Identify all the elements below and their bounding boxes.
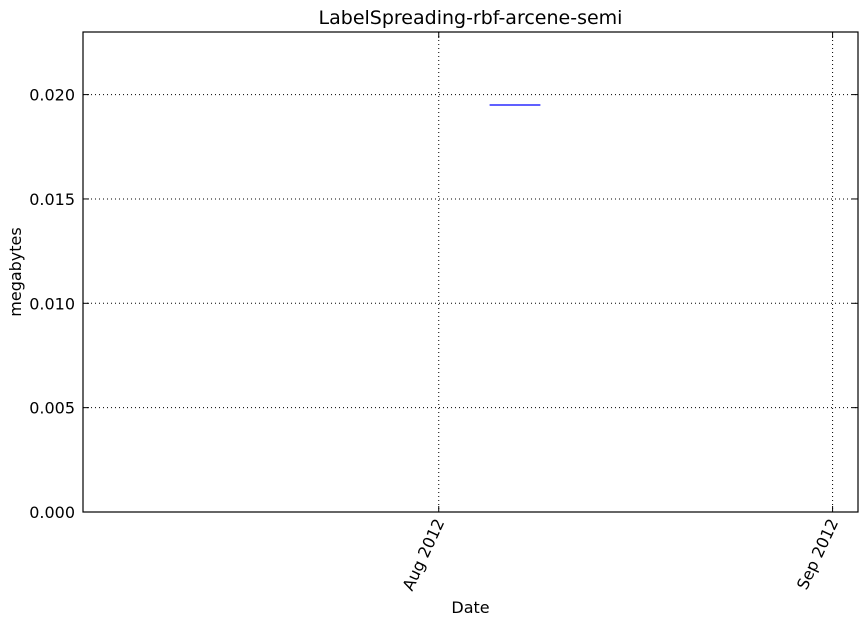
grid-lines: [83, 32, 858, 512]
y-axis-label: megabytes: [6, 227, 25, 316]
chart-title: LabelSpreading-rbf-arcene-semi: [319, 7, 623, 29]
y-tick-label: 0.020: [29, 86, 75, 105]
y-tick-label: 0.000: [29, 503, 75, 522]
x-axis-label: Date: [451, 598, 489, 617]
y-tick-label: 0.010: [29, 294, 75, 313]
plot-frame: [82, 31, 859, 513]
y-tick-label: 0.005: [29, 399, 75, 418]
y-tick-label: 0.015: [29, 190, 75, 209]
